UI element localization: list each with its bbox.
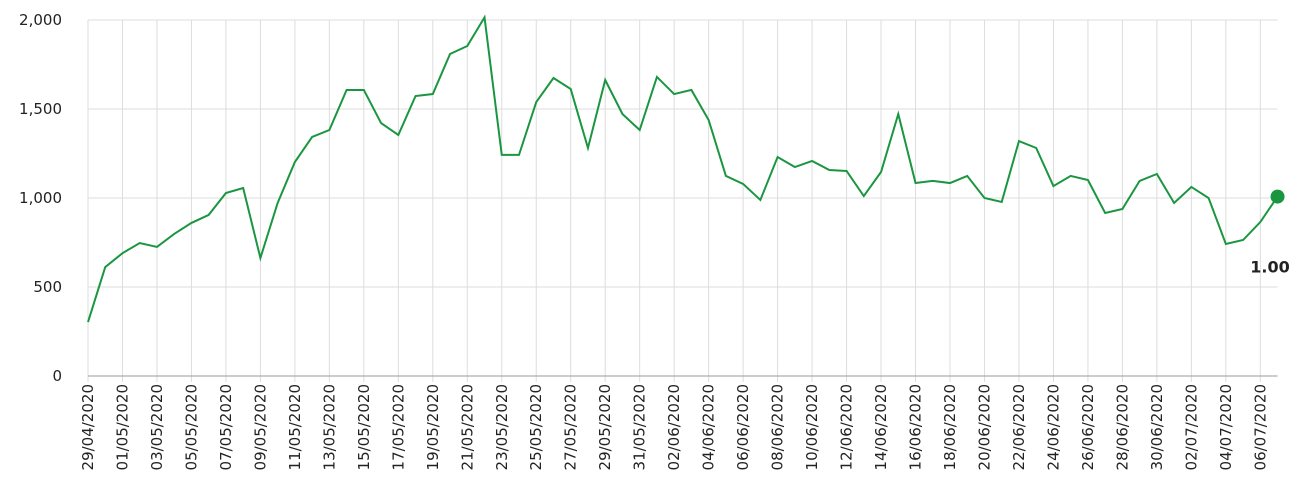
- x-tick-label: 31/05/2020: [631, 384, 649, 470]
- x-tick-label: 13/05/2020: [320, 384, 338, 470]
- x-tick-label: 27/05/2020: [562, 384, 580, 470]
- y-tick-label: 500: [33, 278, 62, 296]
- x-tick-label: 20/06/2020: [975, 384, 993, 470]
- x-tick-label: 30/06/2020: [1148, 384, 1166, 470]
- x-tick-label: 29/05/2020: [596, 384, 614, 470]
- x-tick-label: 24/06/2020: [1044, 384, 1062, 470]
- x-tick-label: 28/06/2020: [1113, 384, 1131, 470]
- x-tick-label: 16/06/2020: [907, 384, 925, 470]
- x-tick-label: 15/05/2020: [355, 384, 373, 470]
- x-tick-label: 10/06/2020: [803, 384, 821, 470]
- x-tick-label: 02/07/2020: [1182, 384, 1200, 470]
- x-tick-label: 09/05/2020: [251, 384, 269, 470]
- x-tick-label: 14/06/2020: [872, 384, 890, 470]
- x-tick-label: 29/04/2020: [79, 384, 97, 470]
- x-tick-label: 19/05/2020: [424, 384, 442, 470]
- y-tick-label: 2,000: [19, 11, 62, 29]
- x-tick-label: 17/05/2020: [389, 384, 407, 470]
- x-tick-label: 06/07/2020: [1251, 384, 1269, 470]
- x-tick-label: 18/06/2020: [941, 384, 959, 470]
- x-tick-label: 04/06/2020: [700, 384, 718, 470]
- x-tick-label: 08/06/2020: [769, 384, 787, 470]
- x-tick-label: 01/05/2020: [113, 384, 131, 470]
- x-tick-label: 23/05/2020: [493, 384, 511, 470]
- x-tick-label: 12/06/2020: [838, 384, 856, 470]
- x-tick-label: 07/05/2020: [217, 384, 235, 470]
- x-tick-label: 06/06/2020: [734, 384, 752, 470]
- y-tick-label: 1,000: [19, 189, 62, 207]
- x-tick-label: 22/06/2020: [1010, 384, 1028, 470]
- x-tick-label: 03/05/2020: [148, 384, 166, 470]
- x-tick-label: 05/05/2020: [182, 384, 200, 470]
- y-tick-label: 1,500: [19, 100, 62, 118]
- x-tick-label: 02/06/2020: [665, 384, 683, 470]
- x-tick-label: 11/05/2020: [286, 384, 304, 470]
- value-label: 1.008: [1250, 258, 1290, 277]
- y-tick-label: 0: [52, 367, 62, 385]
- line: [87, 14, 1279, 323]
- x-tick-label: 26/06/2020: [1079, 384, 1097, 470]
- x-tick-label: 04/07/2020: [1217, 384, 1235, 470]
- x-tick-label: 21/05/2020: [458, 384, 476, 470]
- point-marker: [1270, 189, 1285, 204]
- x-tick-label: 25/05/2020: [527, 384, 545, 470]
